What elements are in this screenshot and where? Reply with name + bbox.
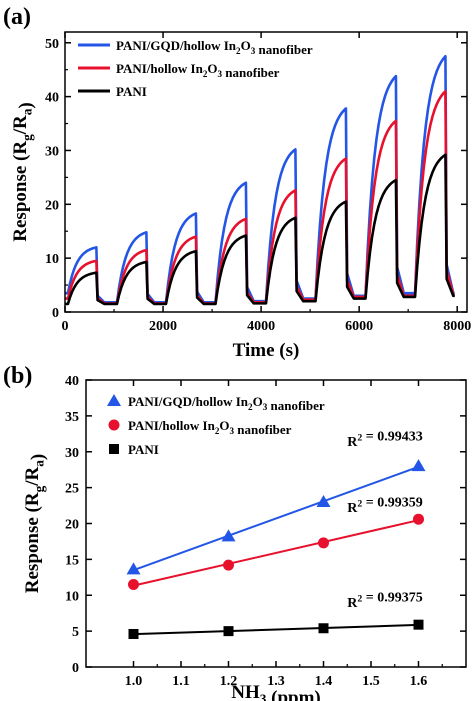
y-tick-label-a: 30 [45, 144, 59, 159]
data-point-b-2 [318, 623, 329, 634]
x-tick-label-b: 1.4 [315, 674, 333, 689]
y-tick-label-b: 30 [65, 446, 79, 461]
y-tick-label-a: 0 [52, 306, 59, 321]
legend-marker-b-1 [108, 419, 120, 431]
x-tick-label-b: 1.0 [125, 674, 143, 689]
r-squared-label-b-2: R2 = 0.99375 [347, 590, 423, 611]
legend-label-b-2: PANI [128, 442, 159, 457]
data-point-b-1 [223, 559, 234, 571]
x-tick-label-b: 1.6 [410, 674, 428, 689]
data-point-b-0 [126, 562, 141, 575]
x-tick-label-a: 6000 [345, 319, 373, 334]
data-point-b-1 [318, 537, 329, 549]
legend-marker-b-0 [107, 394, 121, 406]
y-axis-title-a: Response (Rg/Ra) [10, 102, 37, 241]
legend-label-b-0: PANI/GQD/hollow In2O3 nanofiber [128, 394, 325, 413]
y-tick-label-b: 25 [65, 482, 79, 497]
x-tick-label-a: 8000 [443, 319, 471, 334]
x-tick-label-b: 1.5 [362, 674, 380, 689]
y-tick-label-b: 0 [72, 661, 79, 676]
y-tick-label-a: 20 [45, 198, 59, 213]
legend-marker-b-2 [109, 444, 119, 454]
r-squared-label-b-0: R2 = 0.99433 [347, 429, 423, 450]
x-axis-title-b: NH3 (ppm) [231, 682, 321, 701]
data-point-b-0 [316, 494, 331, 507]
y-axis-title-b: Response (Rg/Ra) [22, 454, 49, 593]
r-squared-label-b-1: R2 = 0.99359 [347, 495, 423, 516]
y-tick-label-a: 40 [45, 91, 59, 106]
data-point-b-0 [411, 459, 426, 472]
y-tick-label-b: 40 [65, 374, 79, 389]
panel-label-b: (b) [3, 363, 32, 389]
plot-frame-a [64, 31, 468, 313]
data-point-b-2 [223, 626, 234, 637]
y-tick-label-a: 50 [45, 37, 59, 52]
y-tick-label-b: 20 [65, 518, 79, 533]
x-tick-label-b: 1.3 [267, 674, 285, 689]
data-point-b-1 [413, 513, 424, 525]
y-tick-label-b: 35 [65, 410, 79, 425]
data-point-b-0 [221, 529, 236, 542]
x-tick-label-b: 1.2 [220, 674, 238, 689]
x-tick-label-a: 0 [62, 319, 69, 334]
panel-label-a: (a) [3, 4, 31, 30]
fit-line-b-0 [133, 465, 419, 572]
y-tick-label-a: 10 [45, 252, 59, 267]
x-axis-title-a: Time (s) [233, 340, 300, 361]
series-line-a-2 [65, 153, 455, 306]
legend-label-a-0: PANI/GQD/hollow In2O3 nanofiber [116, 38, 313, 57]
x-tick-label-a: 4000 [247, 319, 275, 334]
panel-a: (a) 0 2000 4000 6000 8000 0 10 20 30 40 50 Time (s) R… [3, 4, 471, 361]
y-tick-label-b: 10 [65, 589, 79, 604]
data-point-b-2 [128, 628, 139, 639]
x-tick-label-a: 2000 [149, 319, 177, 334]
x-tick-label-b: 1.1 [172, 674, 190, 689]
y-tick-label-b: 5 [72, 625, 79, 640]
fit-line-b-2 [133, 623, 419, 636]
legend-label-b-1: PANI/hollow In2O3 nanofiber [128, 418, 292, 437]
legend-label-a-1: PANI/hollow In2O3 nanofiber [116, 61, 280, 80]
y-tick-label-b: 15 [65, 553, 79, 568]
panel-b: (b) 1.0 1.1 1.2 1.3 1.4 1.5 1.6 0 5 10 15 20 25 30 35 40… [3, 363, 467, 701]
data-point-b-2 [413, 619, 424, 630]
fit-line-b-1 [133, 519, 419, 587]
data-point-b-1 [128, 578, 139, 590]
legend-label-a-2: PANI [116, 84, 147, 99]
